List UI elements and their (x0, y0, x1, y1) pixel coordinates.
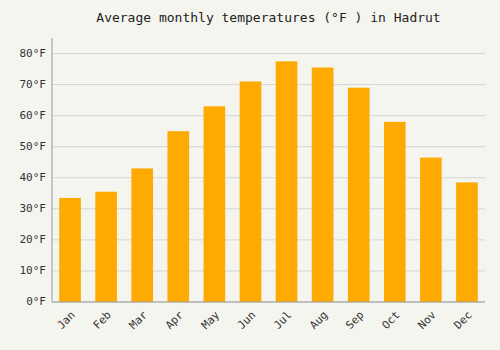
bar (59, 198, 81, 302)
bar (456, 182, 478, 302)
bar (384, 122, 406, 302)
y-tick-label: 40°F (20, 171, 47, 184)
bar (240, 81, 262, 302)
y-tick-label: 60°F (20, 109, 47, 122)
x-tick-label: Sep (343, 309, 366, 332)
bar (420, 158, 442, 302)
grid-line (52, 84, 485, 85)
x-tick-label: Nov (415, 308, 439, 332)
y-tick-label: 70°F (20, 78, 47, 91)
y-tick-label: 20°F (20, 233, 47, 246)
page: {"chart_data": {"type": "bar", "title": … (0, 0, 500, 350)
x-tick-label: Jul (271, 309, 294, 332)
background (0, 0, 500, 350)
x-tick-label: Oct (379, 309, 402, 332)
grid-line (52, 146, 485, 147)
y-tick-labels: 0°F 10°F 20°F 30°F 40°F 50°F 60°F 70°F 80°F (20, 47, 47, 308)
grid-line (52, 302, 485, 303)
bars (59, 61, 478, 302)
bar (95, 192, 117, 302)
x-tick-label: Aug (307, 309, 330, 332)
grid-line (52, 115, 485, 116)
bar (312, 68, 334, 302)
y-axis-line (52, 38, 53, 302)
y-grid (52, 54, 485, 302)
x-tick-label: Feb (91, 309, 114, 332)
y-tick-label: 10°F (20, 264, 47, 277)
grid-line (52, 53, 485, 54)
x-tick-label: May (199, 308, 223, 332)
chart-container: 0°F 10°F 20°F 30°F 40°F 50°F 60°F 70°F 80°F Jan Fe… (0, 0, 500, 350)
bar (131, 168, 153, 302)
x-tick-labels: Jan Feb Mar Apr May Jun Jul Aug Sep Oct Nov Dec (55, 308, 475, 332)
title: Average monthly temperatures (°F ) in Ha… (96, 10, 440, 25)
bar (167, 131, 189, 302)
x-tick-label: Jan (55, 309, 78, 332)
y-tick-label: 30°F (20, 202, 47, 215)
bar (276, 61, 298, 302)
x-tick-label: Mar (127, 308, 151, 332)
chart-svg: 0°F 10°F 20°F 30°F 40°F 50°F 60°F 70°F 80°F Jan Fe… (0, 0, 500, 350)
x-axis-line (52, 302, 485, 303)
x-tick-label: Dec (451, 309, 474, 332)
y-tick-label: 80°F (20, 47, 47, 60)
x-tick-label: Jun (235, 309, 258, 332)
bar (204, 106, 226, 302)
y-tick-label: 50°F (20, 140, 47, 153)
y-tick-label: 0°F (26, 295, 46, 308)
x-tick-label: Apr (163, 308, 187, 332)
bar (348, 88, 370, 302)
